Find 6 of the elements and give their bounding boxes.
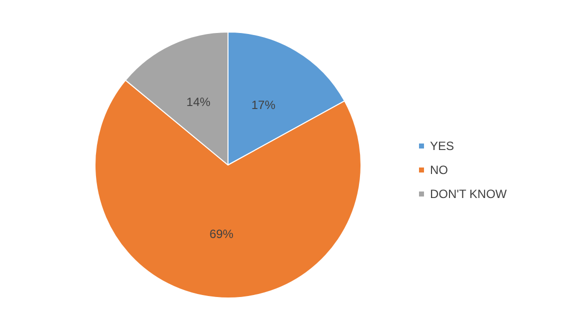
legend-label: DON'T KNOW (430, 187, 508, 201)
legend-label: NO (430, 163, 448, 177)
data-label: 69% (209, 227, 234, 242)
data-label: 14% (186, 95, 211, 110)
data-label: 17% (251, 98, 276, 112)
legend-label: YES (430, 139, 454, 153)
